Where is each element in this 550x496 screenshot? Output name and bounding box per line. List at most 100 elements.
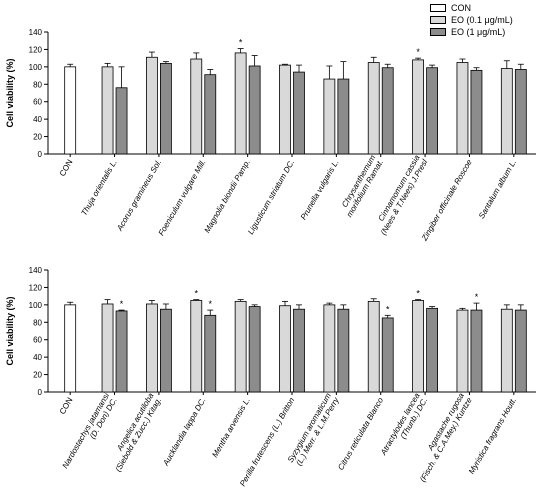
significance-mark: *: [209, 299, 213, 309]
x-tick-label-line: Magnolia biondii Pamp.: [203, 158, 252, 235]
x-tick-label-line: CON: [58, 158, 75, 178]
y-tick-label: 0: [38, 150, 43, 159]
significance-mark: *: [195, 289, 199, 299]
x-tick-label: Magnolia biondii Pamp.: [203, 158, 252, 235]
legend-item-eo-high: EO (1 μg/mL): [430, 26, 548, 38]
x-tick-label: Thuja orientalis L.: [80, 158, 119, 217]
significance-mark: *: [416, 47, 420, 57]
bar: [64, 66, 77, 155]
x-tick-label-line: Prunella vulgaris L.: [299, 158, 341, 221]
y-tick-label: 80: [33, 318, 42, 327]
x-tick-label-line: Ligusticum striatum DC.: [246, 158, 296, 236]
bar: [101, 66, 114, 155]
bar: [500, 308, 513, 393]
y-tick-label: 20: [33, 371, 42, 380]
bar: [456, 309, 469, 393]
legend-swatch-eo-low: [430, 16, 446, 24]
bar: [146, 303, 158, 393]
bar: [234, 300, 247, 393]
bar: [514, 309, 527, 393]
x-tick-label: Prunella vulgaris L.: [299, 158, 341, 221]
bar: [190, 300, 203, 393]
bar: [293, 71, 305, 155]
bar: [279, 305, 291, 393]
x-tick-label: Acorus gramineus Sol.: [115, 158, 164, 233]
bar: [64, 304, 77, 393]
bar: [248, 65, 261, 155]
y-tick-label: 100: [29, 301, 43, 310]
legend-item-con: CON: [430, 2, 548, 14]
y-axis-title: Cell viability (%): [5, 58, 15, 127]
bar: [115, 310, 128, 393]
x-tick-label: Zingiber officinale Roscoe: [419, 158, 474, 244]
bar: [115, 87, 128, 155]
bar: [412, 300, 424, 393]
bar: [160, 308, 172, 393]
x-tick-label-line: Santalum album L.: [477, 158, 518, 220]
y-tick-label: 20: [33, 133, 42, 142]
y-tick-label: 140: [29, 28, 43, 37]
x-tick-label-line: CON: [58, 396, 75, 416]
y-tick-label: 40: [33, 353, 42, 362]
y-tick-label: 60: [33, 98, 42, 107]
bar: [204, 314, 217, 393]
x-tick-label-line: Mentha arvensis L.: [210, 396, 252, 459]
x-tick-label: Chrysanthemummorifolium Ramat.: [337, 153, 385, 219]
bar: [381, 317, 394, 393]
x-tick-label-line: Citrus reticulata Blanco: [336, 396, 385, 472]
bar: [456, 62, 469, 155]
y-tick-label: 60: [33, 336, 42, 345]
bar: [367, 62, 380, 155]
x-tick-label: Foeniculum vulgare Mill.: [157, 158, 208, 237]
bar: [160, 62, 172, 155]
x-tick-label: Citrus reticulata Blanco: [336, 396, 385, 472]
x-tick-label: CON: [58, 396, 75, 416]
bar: [248, 306, 261, 393]
x-tick-label: Santalum album L.: [477, 158, 518, 220]
x-tick-label: Myristica fragrans Houtt.: [467, 396, 518, 476]
significance-mark: *: [239, 38, 243, 48]
bar: [470, 309, 483, 393]
legend-item-eo-low: EO (0.1 μg/mL): [430, 14, 548, 26]
bar: [381, 67, 394, 155]
legend: CON EO (0.1 μg/mL) EO (1 μg/mL): [430, 2, 548, 38]
x-tick-label-line: Foeniculum vulgare Mill.: [157, 158, 208, 237]
chart-1: 0 20 40 60 80 100 120 140 Cell viability (%) CON T…: [5, 28, 536, 243]
bar: [190, 58, 203, 155]
y-tick-label: 120: [29, 45, 43, 54]
x-tick-label: Mentha arvensis L.: [210, 396, 252, 459]
y-tick-label: 80: [33, 80, 42, 89]
bar: [470, 69, 483, 155]
bar: [367, 300, 380, 393]
bar: [101, 303, 114, 393]
x-tick-label-line: Acorus gramineus Sol.: [115, 158, 164, 233]
y-tick-label: 140: [29, 266, 43, 275]
bar: [500, 68, 513, 155]
bar: [146, 56, 158, 155]
legend-label-eo-high: EO (1 μg/mL): [451, 27, 506, 37]
bar: [234, 52, 247, 155]
bar: [412, 59, 424, 155]
bar: [293, 308, 305, 393]
bar: [337, 308, 350, 393]
legend-label-con: CON: [451, 3, 471, 13]
y-tick-label: 40: [33, 115, 42, 124]
y-tick-label: 120: [29, 283, 43, 292]
x-tick-label: Atractylodes lancea(Thunb.) DC.: [378, 391, 429, 462]
significance-mark: *: [386, 304, 390, 314]
x-tick-label: Ligusticum striatum DC.: [246, 158, 296, 236]
significance-mark: *: [475, 292, 479, 302]
x-tick-label-line: (Fisch. & C.A.Mey.) Kuntze: [418, 396, 474, 484]
x-tick-label-line: Aucklandia lappa DC.: [161, 396, 208, 468]
bar: [323, 78, 336, 155]
x-tick-label: Perilla frutescens (L.) Britton: [238, 396, 297, 488]
bar: [426, 67, 438, 155]
bar: [337, 78, 350, 155]
significance-mark: *: [416, 289, 420, 299]
x-tick-label-line: Thuja orientalis L.: [80, 158, 119, 217]
bar: [426, 307, 438, 393]
chart-2: 0 20 40 60 80 100 120 140 Cell viability (%) CON *…: [5, 266, 536, 488]
bar: [279, 64, 291, 155]
